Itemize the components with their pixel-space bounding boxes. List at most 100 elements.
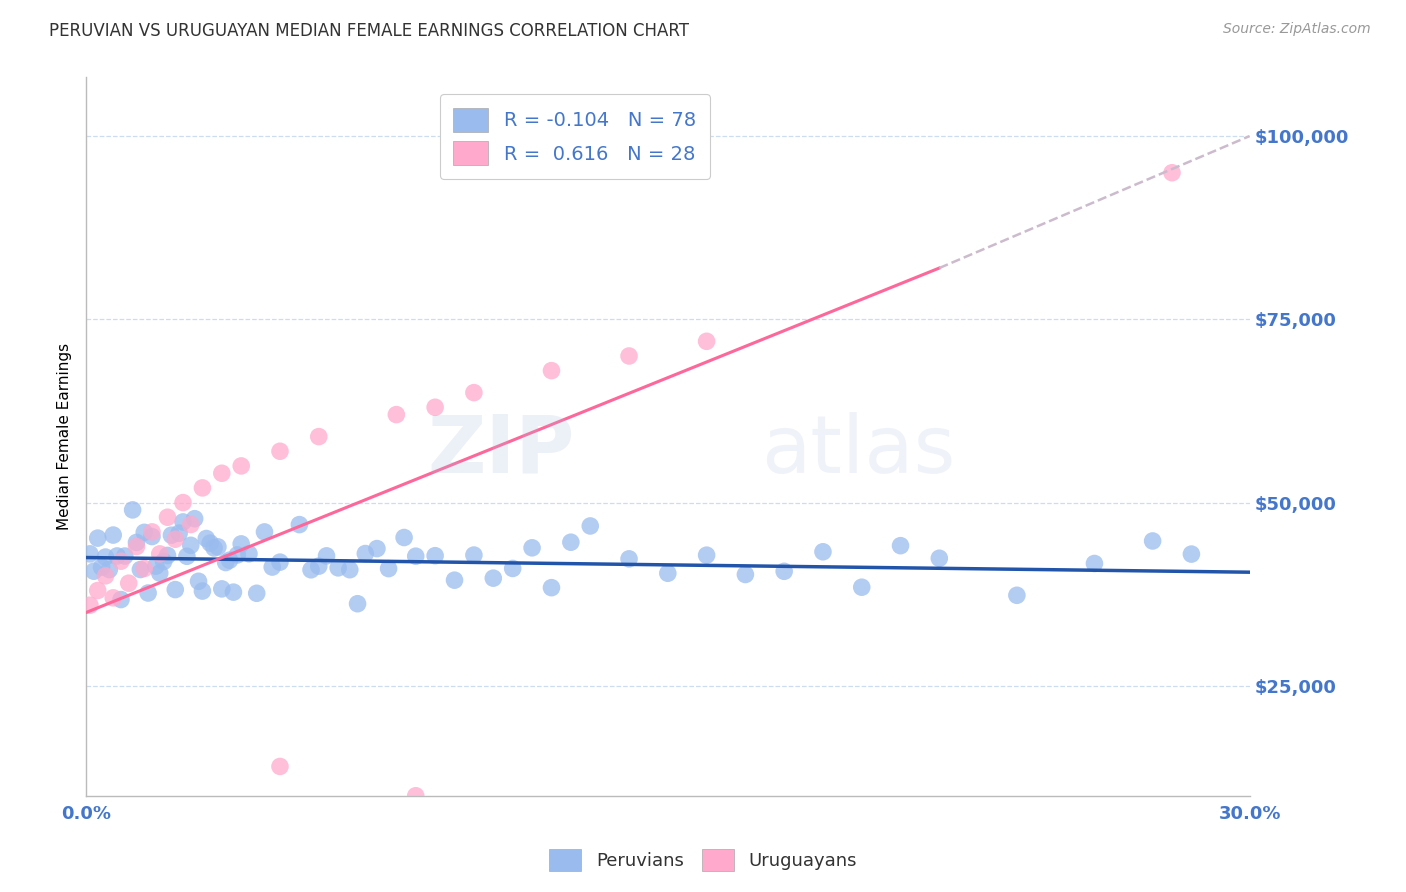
Point (90, 560, 112, 574)
Legend: R = -0.104   N = 78, R =  0.616   N = 28: R = -0.104 N = 78, R = 0.616 N = 28 (440, 95, 710, 178)
Point (134, 525, 156, 540)
Point (118, 576, 141, 591)
Point (696, 548, 718, 562)
Text: atlas: atlas (761, 412, 955, 490)
Point (105, 549, 128, 563)
Point (1142, 533, 1164, 548)
Point (134, 561, 156, 575)
Point (110, 592, 132, 607)
Point (202, 541, 225, 555)
Point (366, 541, 388, 556)
Point (617, 349, 640, 363)
Point (195, 532, 218, 546)
Text: ZIP: ZIP (427, 412, 575, 490)
Point (79, 547, 101, 561)
Point (579, 519, 602, 533)
Point (226, 548, 249, 562)
Point (463, 548, 485, 562)
Point (696, 334, 718, 349)
Point (114, 549, 136, 563)
Point (98, 563, 121, 577)
Point (288, 517, 311, 532)
Point (253, 524, 276, 539)
Point (187, 574, 209, 589)
Point (423, 549, 446, 563)
Point (180, 538, 202, 552)
Point (172, 495, 194, 509)
Point (269, 759, 291, 773)
Point (377, 561, 399, 575)
Point (121, 503, 143, 517)
Point (851, 580, 873, 594)
Point (83, 564, 105, 578)
Point (103, 528, 125, 542)
Point (136, 586, 159, 600)
Text: PERUVIAN VS URUGUAYAN MEDIAN FEMALE EARNINGS CORRELATION CHART: PERUVIAN VS URUGUAYAN MEDIAN FEMALE EARN… (49, 22, 689, 40)
Point (773, 564, 796, 578)
Point (207, 540, 229, 554)
Point (423, 401, 446, 415)
Y-axis label: Median Female Earnings: Median Female Earnings (58, 343, 72, 530)
Point (172, 515, 194, 529)
Point (392, 531, 415, 545)
Point (308, 559, 330, 574)
Point (405, 549, 427, 564)
Point (149, 566, 172, 580)
Text: Source: ZipAtlas.com: Source: ZipAtlas.com (1223, 22, 1371, 37)
Point (141, 524, 163, 539)
Point (443, 573, 465, 587)
Point (149, 547, 172, 561)
Point (191, 481, 214, 495)
Point (339, 563, 361, 577)
Point (328, 561, 350, 575)
Point (299, 563, 322, 577)
Point (129, 562, 152, 576)
Point (520, 541, 543, 555)
Point (218, 553, 240, 567)
Legend: Peruvians, Uruguayans: Peruvians, Uruguayans (541, 842, 865, 879)
Point (315, 549, 337, 563)
Point (482, 571, 505, 585)
Point (405, 789, 427, 803)
Point (231, 537, 253, 551)
Point (1005, 588, 1028, 602)
Point (1161, 166, 1184, 180)
Point (238, 547, 260, 561)
Point (262, 560, 284, 574)
Point (928, 551, 950, 566)
Point (463, 385, 485, 400)
Point (176, 549, 198, 564)
Point (141, 530, 163, 544)
Point (79, 598, 101, 612)
Point (215, 556, 238, 570)
Point (156, 510, 179, 524)
Point (211, 582, 233, 596)
Point (540, 364, 562, 378)
Point (231, 458, 253, 473)
Point (183, 511, 205, 525)
Point (502, 561, 524, 575)
Point (269, 444, 291, 458)
Point (889, 539, 911, 553)
Point (180, 517, 202, 532)
Point (165, 582, 187, 597)
Point (1180, 547, 1202, 561)
Point (167, 526, 190, 541)
Point (160, 528, 183, 542)
Point (346, 597, 368, 611)
Point (560, 535, 582, 549)
Point (103, 591, 125, 605)
Point (198, 536, 221, 550)
Point (385, 408, 408, 422)
Point (156, 549, 179, 563)
Point (734, 567, 756, 582)
Point (246, 586, 269, 600)
Point (191, 584, 214, 599)
Point (145, 559, 167, 574)
Point (125, 535, 148, 549)
Point (617, 552, 640, 566)
Point (94, 569, 117, 583)
Point (125, 540, 148, 554)
Point (110, 554, 132, 568)
Point (1083, 557, 1105, 571)
